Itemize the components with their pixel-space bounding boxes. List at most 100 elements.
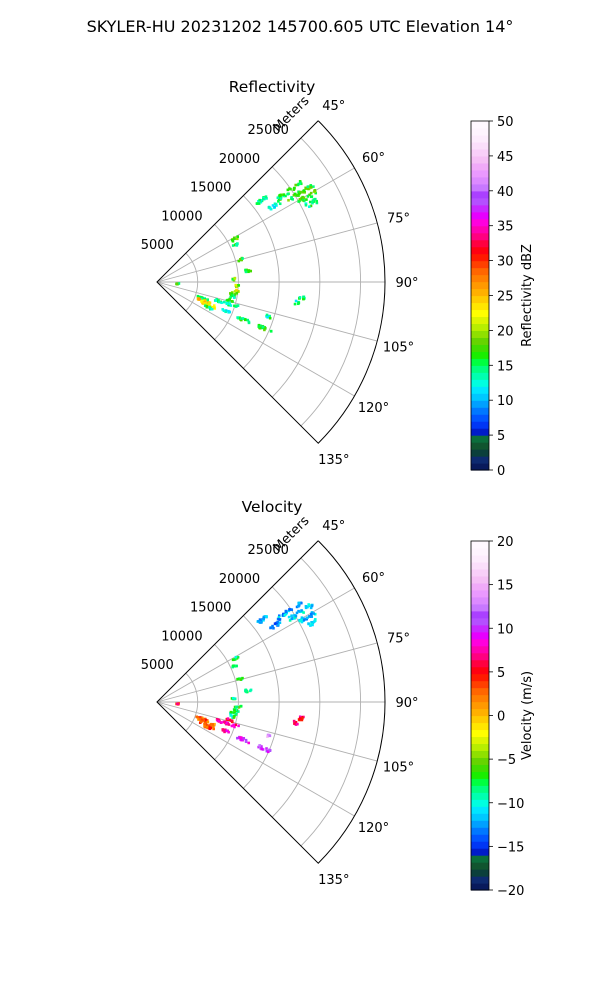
echo-gate <box>197 297 200 300</box>
echo-gate <box>216 299 220 302</box>
colorbar-swatch <box>471 631 489 640</box>
r-tick-label: 20000 <box>219 572 260 587</box>
echo-gate <box>246 318 250 322</box>
colorbar-swatch <box>471 554 489 563</box>
echo-gate <box>234 712 238 716</box>
echo-cluster-16 <box>213 298 240 308</box>
echo-gate <box>229 304 233 307</box>
colorbar-swatch <box>471 603 489 612</box>
echo-gate <box>306 605 309 609</box>
echo-cluster-23 <box>257 744 272 754</box>
velocity-colorbar: −20 −15 −10 −5 0 5 10 15 20 Velocity (m/s) <box>470 535 535 899</box>
echo-gate <box>210 307 214 311</box>
echo-gate <box>207 302 211 305</box>
echo-cluster-10 <box>231 276 237 282</box>
echo-cluster-22 <box>236 735 251 745</box>
colorbar-tick-label: −10 <box>497 797 524 812</box>
echo-gate <box>290 617 294 621</box>
echo-gate <box>304 202 308 206</box>
echo-gate <box>257 619 260 623</box>
theta-tick-label: 45° <box>322 99 345 114</box>
echo-gate <box>293 186 296 190</box>
echo-gate <box>212 306 215 310</box>
echo-gate <box>284 194 287 198</box>
echo-gate <box>265 197 268 200</box>
echo-gate <box>297 182 300 186</box>
echo-gate <box>269 626 272 630</box>
echo-gate <box>239 704 243 708</box>
colorbar-swatch <box>471 121 489 129</box>
colorbar-swatch <box>471 589 489 598</box>
echo-gate <box>266 316 269 319</box>
colorbar-swatch <box>471 190 489 199</box>
echo-gate <box>292 719 296 723</box>
echo-gate <box>211 723 215 726</box>
echo-gate <box>276 624 280 627</box>
echo-gate <box>295 611 299 615</box>
echo-gate <box>312 612 315 615</box>
colorbar-swatch <box>471 883 489 891</box>
echo-gate <box>210 306 214 309</box>
colorbar-swatch <box>471 148 489 157</box>
echo-gate <box>222 309 226 312</box>
echo-gate <box>302 198 305 201</box>
echo-gate <box>235 705 239 709</box>
echo-gate <box>276 617 280 621</box>
echo-cluster-10 <box>230 696 237 701</box>
colorbar-swatch <box>471 274 489 283</box>
colorbar-swatch <box>471 162 489 171</box>
colorbar-swatch <box>471 757 489 765</box>
echo-gate <box>258 198 261 202</box>
echo-gate <box>212 727 215 731</box>
echo-gate <box>309 606 313 610</box>
echo-gate <box>302 297 305 301</box>
colorbar-tick-label: 35 <box>497 220 514 235</box>
echo-cluster-26 <box>292 719 299 726</box>
echo-gate <box>298 619 302 623</box>
echo-gate <box>259 324 262 328</box>
colorbar-swatch <box>471 428 489 436</box>
echo-gate <box>306 195 310 198</box>
colorbar-swatch <box>471 309 489 318</box>
echo-gate <box>211 725 215 729</box>
echo-gate <box>235 291 239 295</box>
echo-gate <box>265 313 269 317</box>
echo-gate <box>231 696 235 700</box>
colorbar-swatch <box>471 323 489 331</box>
echo-gate <box>298 182 302 185</box>
echo-gate <box>313 197 317 201</box>
colorbar-swatch <box>471 652 489 661</box>
echo-gate <box>297 190 300 194</box>
echo-gate <box>298 199 301 203</box>
echo-gate <box>268 316 272 320</box>
colorbar-swatch <box>471 813 489 821</box>
echo-gate <box>236 290 240 293</box>
echo-gate <box>313 612 317 616</box>
echo-gate <box>277 200 280 203</box>
colorbar-tick-label: 5 <box>497 429 505 444</box>
colorbar-swatch <box>471 372 489 380</box>
echo-gate <box>257 325 261 328</box>
colorbar-swatch <box>471 169 489 178</box>
echo-gate <box>232 664 235 668</box>
colorbar-swatch <box>471 750 489 758</box>
echo-gate <box>298 197 302 201</box>
echo-cluster-20 <box>203 304 214 311</box>
echo-gate <box>278 621 282 624</box>
reflectivity-colorbar: 0 5 10 15 20 25 30 35 40 45 50 Reflectivity dBZ <box>470 115 535 479</box>
echo-cluster-3 <box>298 611 317 624</box>
echo-cluster-0 <box>256 615 268 624</box>
echo-gate <box>302 611 305 614</box>
echo-gate <box>224 721 228 724</box>
echo-gate <box>205 725 209 729</box>
colorbar-swatch <box>471 561 489 570</box>
echo-gate <box>304 203 308 207</box>
colorbar-tick-label: 50 <box>497 115 514 130</box>
colorbar-swatch <box>471 232 489 241</box>
echo-gate <box>201 716 204 720</box>
echo-gate <box>248 689 252 693</box>
echo-gate <box>175 282 179 285</box>
echo-gate <box>272 626 275 630</box>
colorbar-swatch <box>471 365 489 373</box>
echo-gate <box>225 729 229 733</box>
